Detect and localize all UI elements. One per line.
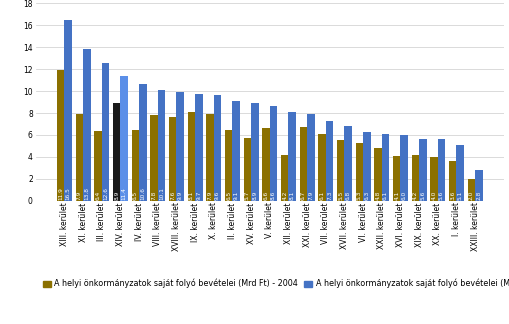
Text: 9.1: 9.1 <box>234 191 239 200</box>
Text: 4.2: 4.2 <box>282 191 287 200</box>
Bar <box>64 20 72 201</box>
Text: 4.0: 4.0 <box>432 191 437 200</box>
Bar <box>132 130 139 201</box>
Bar <box>102 63 109 201</box>
Text: 9.7: 9.7 <box>196 191 202 200</box>
Text: 6.5: 6.5 <box>226 191 231 200</box>
Bar <box>289 112 296 201</box>
Bar <box>382 134 389 201</box>
Bar <box>214 96 221 201</box>
Text: 8.1: 8.1 <box>189 191 194 200</box>
Bar <box>468 179 475 201</box>
Bar <box>177 92 184 201</box>
Text: 5.1: 5.1 <box>458 191 463 200</box>
Bar <box>307 114 315 201</box>
Text: 2.8: 2.8 <box>476 191 482 200</box>
Bar <box>356 143 363 201</box>
Text: 5.3: 5.3 <box>357 191 362 200</box>
Text: 6.8: 6.8 <box>346 191 351 200</box>
Legend: A helyi önkormányzatok saját folyó bevételei (Mrd Ft) - 2004, A helyi önkormányz: A helyi önkormányzatok saját folyó bevét… <box>40 276 509 292</box>
Text: 2.0: 2.0 <box>469 191 474 200</box>
Bar <box>225 130 233 201</box>
Bar <box>94 131 102 201</box>
Bar <box>57 70 64 201</box>
Text: 8.6: 8.6 <box>271 191 276 200</box>
Bar <box>393 156 401 201</box>
Text: 12.6: 12.6 <box>103 187 108 200</box>
Text: 7.8: 7.8 <box>152 191 156 200</box>
Text: 6.4: 6.4 <box>96 191 100 200</box>
Text: 6.5: 6.5 <box>133 191 138 200</box>
Text: 16.5: 16.5 <box>66 187 71 200</box>
Bar <box>300 127 307 201</box>
Text: 7.6: 7.6 <box>170 191 175 200</box>
Bar <box>150 115 158 201</box>
Bar <box>326 121 333 201</box>
Bar <box>270 107 277 201</box>
Bar <box>76 114 83 201</box>
Text: 6.3: 6.3 <box>364 191 370 200</box>
Bar <box>337 141 345 201</box>
Bar <box>233 101 240 201</box>
Text: 7.3: 7.3 <box>327 191 332 200</box>
Bar <box>244 138 251 201</box>
Bar <box>363 132 371 201</box>
Text: 6.0: 6.0 <box>402 191 407 200</box>
Bar <box>345 126 352 201</box>
Bar <box>281 155 289 201</box>
Text: 6.1: 6.1 <box>320 191 325 200</box>
Text: 5.6: 5.6 <box>420 191 426 200</box>
Bar <box>262 128 270 201</box>
Bar <box>251 103 259 201</box>
Text: 5.7: 5.7 <box>245 191 250 200</box>
Bar <box>206 114 214 201</box>
Bar <box>83 49 91 201</box>
Text: 8.1: 8.1 <box>290 191 295 200</box>
Text: 5.5: 5.5 <box>338 191 343 200</box>
Text: 9.9: 9.9 <box>178 191 183 200</box>
Text: 6.1: 6.1 <box>383 191 388 200</box>
Text: 8.9: 8.9 <box>252 191 258 200</box>
Bar <box>318 134 326 201</box>
Bar <box>475 170 483 201</box>
Text: 6.7: 6.7 <box>301 191 306 200</box>
Text: 5.6: 5.6 <box>439 191 444 200</box>
Bar <box>419 139 427 201</box>
Text: 7.9: 7.9 <box>308 191 314 200</box>
Text: 6.6: 6.6 <box>264 191 269 200</box>
Bar <box>139 85 147 201</box>
Bar <box>449 161 457 201</box>
Bar <box>113 103 121 201</box>
Text: 8.9: 8.9 <box>114 191 119 200</box>
Bar <box>195 94 203 201</box>
Text: 9.6: 9.6 <box>215 191 220 200</box>
Bar <box>188 112 195 201</box>
Text: 11.4: 11.4 <box>122 187 127 200</box>
Text: 10.1: 10.1 <box>159 187 164 200</box>
Text: 3.6: 3.6 <box>450 191 455 200</box>
Bar <box>121 76 128 201</box>
Bar <box>438 139 445 201</box>
Bar <box>401 135 408 201</box>
Bar <box>430 157 438 201</box>
Bar <box>457 145 464 201</box>
Bar <box>158 90 165 201</box>
Bar <box>374 148 382 201</box>
Text: 4.1: 4.1 <box>394 191 399 200</box>
Text: 13.8: 13.8 <box>84 187 89 200</box>
Text: 4.2: 4.2 <box>413 191 418 200</box>
Text: 7.9: 7.9 <box>77 191 82 200</box>
Bar <box>169 117 177 201</box>
Text: 10.6: 10.6 <box>140 187 145 200</box>
Text: 7.9: 7.9 <box>208 191 213 200</box>
Bar <box>412 155 419 201</box>
Text: 11.9: 11.9 <box>58 187 63 200</box>
Text: 4.8: 4.8 <box>376 191 381 200</box>
